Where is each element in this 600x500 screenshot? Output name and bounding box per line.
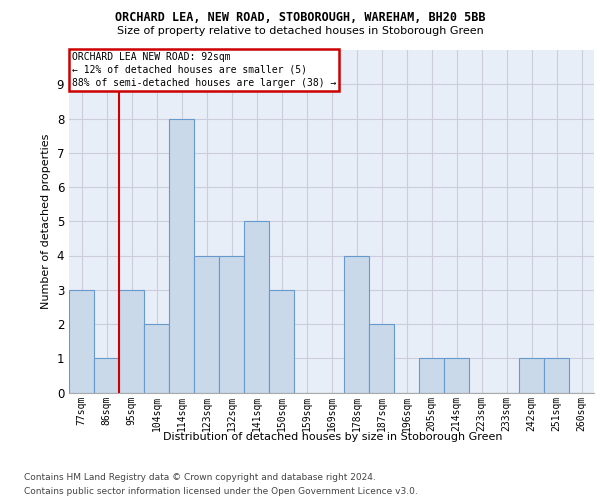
Bar [269, 290, 294, 392]
Text: ORCHARD LEA, NEW ROAD, STOBOROUGH, WAREHAM, BH20 5BB: ORCHARD LEA, NEW ROAD, STOBOROUGH, WAREH… [115, 11, 485, 24]
Bar [219, 256, 244, 392]
Text: Size of property relative to detached houses in Stoborough Green: Size of property relative to detached ho… [116, 26, 484, 36]
Y-axis label: Number of detached properties: Number of detached properties [41, 134, 51, 309]
Bar [544, 358, 569, 392]
Bar [369, 324, 394, 392]
Bar [94, 358, 119, 392]
Text: Contains HM Land Registry data © Crown copyright and database right 2024.: Contains HM Land Registry data © Crown c… [24, 472, 376, 482]
Bar [119, 290, 144, 392]
Bar [419, 358, 444, 392]
Bar [194, 256, 219, 392]
Bar [69, 290, 94, 392]
Text: Contains public sector information licensed under the Open Government Licence v3: Contains public sector information licen… [24, 488, 418, 496]
Bar [344, 256, 369, 392]
Bar [519, 358, 544, 392]
Text: ORCHARD LEA NEW ROAD: 92sqm
← 12% of detached houses are smaller (5)
88% of semi: ORCHARD LEA NEW ROAD: 92sqm ← 12% of det… [71, 52, 336, 88]
Bar [169, 118, 194, 392]
Text: Distribution of detached houses by size in Stoborough Green: Distribution of detached houses by size … [163, 432, 503, 442]
Bar [444, 358, 469, 392]
Bar [244, 221, 269, 392]
Bar [144, 324, 169, 392]
